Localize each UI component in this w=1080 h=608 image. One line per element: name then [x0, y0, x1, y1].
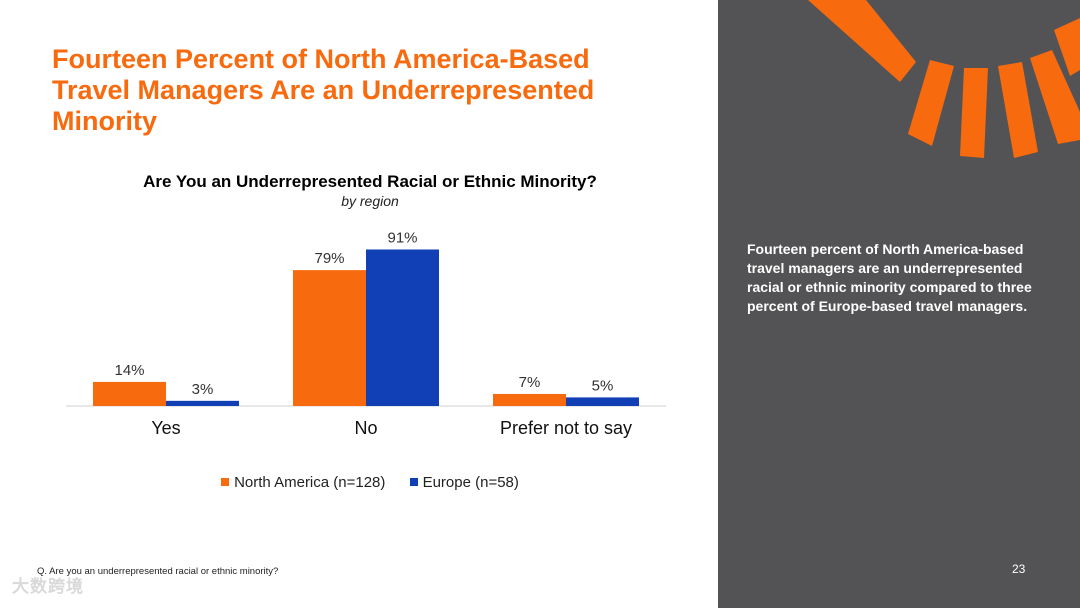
bar-europe-no [366, 249, 439, 406]
legend-label-europe: Europe (n=58) [422, 474, 519, 491]
legend-swatch-europe [409, 478, 418, 486]
side-summary-text: Fourteen percent of North America-based … [747, 241, 1032, 314]
bar-north-america-prefer-not-to-say [493, 393, 566, 406]
slide-title: Fourteen Percent of North America-Based … [52, 44, 595, 136]
x-tick-label: Prefer not to say [500, 418, 632, 438]
data-label: 79% [314, 250, 344, 267]
legend-item-north-america: North America (n=128) [221, 474, 385, 491]
x-tick-label: No [354, 418, 377, 438]
bar-europe-yes [166, 400, 239, 406]
x-tick-label: Yes [151, 418, 180, 438]
bar-north-america-yes [93, 381, 166, 406]
data-label: 14% [114, 362, 144, 379]
bar-europe-prefer-not-to-say [566, 397, 639, 406]
legend-swatch-north-america [221, 478, 230, 486]
chart-subtitle: by region [341, 193, 399, 209]
footnote: Q. Are you an underrepresented racial or… [37, 566, 279, 577]
bar-chart: 14% 3% Yes 79% 91% No 7% 5% Prefer not to say [66, 229, 666, 438]
page-number: 23 [1012, 562, 1026, 576]
data-label: 3% [192, 381, 214, 398]
data-label: 5% [592, 377, 614, 394]
watermark-logo: 大数跨境 [12, 577, 84, 596]
bar-north-america-no [293, 270, 366, 406]
data-label: 7% [519, 374, 541, 391]
data-label: 91% [387, 229, 417, 246]
sunburst-logo-graphic [808, 0, 1080, 158]
chart-legend: North America (n=128) Europe (n=58) [0, 474, 740, 491]
legend-item-europe: Europe (n=58) [409, 474, 519, 491]
side-panel: Fourteen percent of North America-based … [718, 0, 1080, 608]
legend-label-north-america: North America (n=128) [234, 474, 386, 491]
chart-title: Are You an Underrepresented Racial or Et… [143, 172, 597, 191]
